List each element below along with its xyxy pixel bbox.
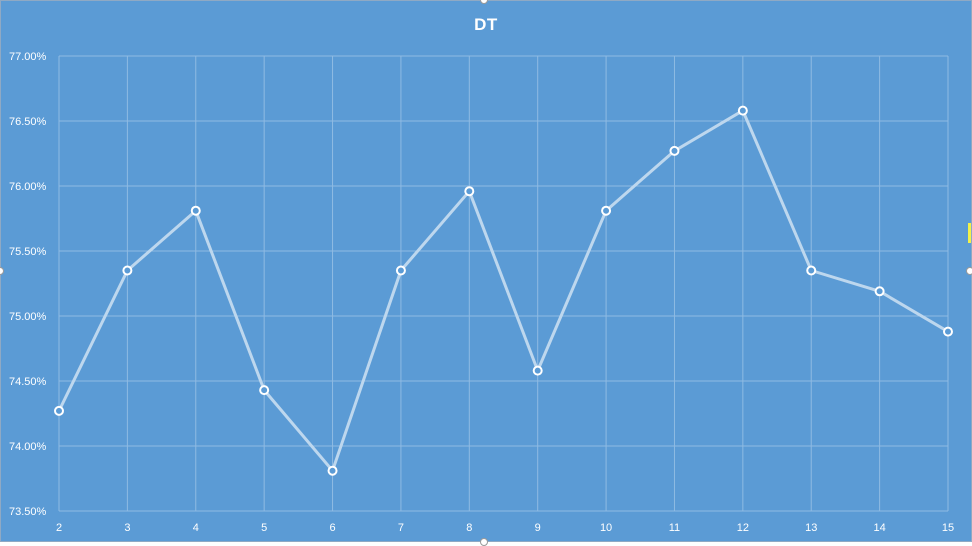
y-tick-label: 74.00% — [9, 441, 47, 453]
y-tick-label: 75.00% — [9, 311, 47, 323]
x-tick-label: 2 — [56, 522, 62, 534]
series-line — [57, 109, 950, 473]
data-point — [874, 286, 885, 297]
resize-handle-right[interactable] — [966, 267, 972, 275]
x-tick-label: 8 — [466, 522, 472, 534]
data-point — [464, 186, 475, 197]
x-tick-label: 5 — [261, 522, 267, 534]
y-tick-label: 77.00% — [9, 51, 47, 63]
data-point — [190, 205, 201, 216]
x-tick-label: 12 — [737, 522, 749, 534]
x-tick-label: 14 — [873, 522, 885, 534]
y-tick-label: 76.00% — [9, 181, 47, 193]
x-tick-label: 13 — [805, 522, 817, 534]
chart-title: DT — [474, 15, 498, 34]
x-tick-label: 7 — [398, 522, 404, 534]
data-point — [601, 205, 612, 216]
data-point — [259, 385, 270, 396]
data-point — [737, 105, 748, 116]
y-tick-label: 73.50% — [9, 506, 47, 518]
data-point — [54, 405, 64, 416]
x-tick-label: 4 — [193, 522, 199, 534]
x-tick-label: 10 — [600, 522, 612, 534]
x-tick-label: 6 — [329, 522, 335, 534]
x-tick-label: 15 — [942, 522, 954, 534]
selection-marker — [968, 223, 971, 243]
data-point — [669, 145, 680, 156]
data-point — [122, 265, 133, 276]
resize-handle-bottom[interactable] — [480, 538, 488, 546]
y-tick-label: 75.50% — [9, 246, 47, 258]
data-point — [395, 265, 406, 276]
y-tick-label: 74.50% — [9, 376, 47, 388]
x-tick-label: 11 — [669, 522, 680, 534]
data-point — [532, 365, 543, 376]
data-point — [806, 265, 817, 276]
x-tick-label: 3 — [124, 522, 130, 534]
y-tick-label: 76.50% — [9, 116, 47, 128]
data-point — [327, 465, 338, 476]
data-point — [943, 326, 953, 337]
x-tick-label: 9 — [535, 522, 541, 534]
